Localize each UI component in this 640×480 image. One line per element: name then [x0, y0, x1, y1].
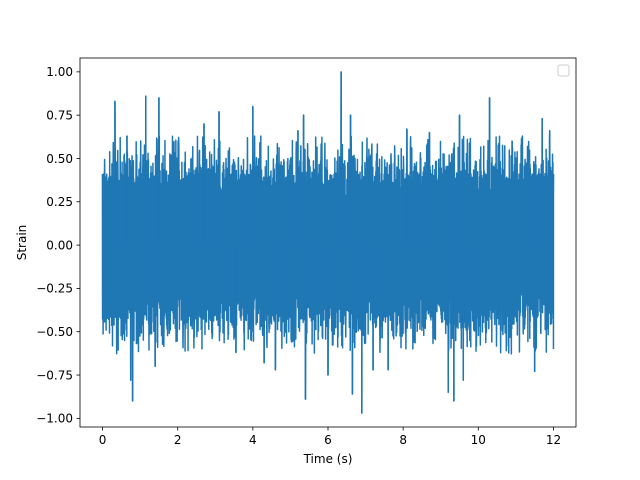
x-tick-label: 4	[249, 433, 257, 447]
x-axis-label: Time (s)	[303, 452, 353, 466]
x-tick-label: 12	[546, 433, 561, 447]
y-axis-label: Strain	[15, 225, 29, 261]
y-tick-label: −0.25	[36, 282, 73, 296]
y-tick-label: −0.75	[36, 368, 73, 382]
x-axis-ticks: 0 2 4 6 8 10 12	[99, 427, 561, 447]
y-axis-ticks: −1.00 −0.75 −0.50 −0.25 0.00 0.25 0.50 0.75 1.00	[36, 65, 80, 426]
legend	[557, 64, 570, 77]
y-tick-label: −1.00	[36, 412, 73, 426]
x-tick-label: 8	[399, 433, 407, 447]
legend-box	[557, 64, 570, 77]
y-tick-label: 0.50	[46, 152, 73, 166]
series-layer	[101, 71, 555, 414]
x-tick-label: 2	[174, 433, 182, 447]
y-tick-label: −0.50	[36, 325, 73, 339]
y-tick-label: 0.00	[46, 238, 73, 252]
y-tick-label: 0.75	[46, 108, 73, 122]
x-tick-label: 6	[324, 433, 332, 447]
y-tick-label: 1.00	[46, 65, 73, 79]
x-tick-label: 0	[99, 433, 107, 447]
x-tick-label: 10	[471, 433, 486, 447]
y-tick-label: 0.25	[46, 195, 73, 209]
